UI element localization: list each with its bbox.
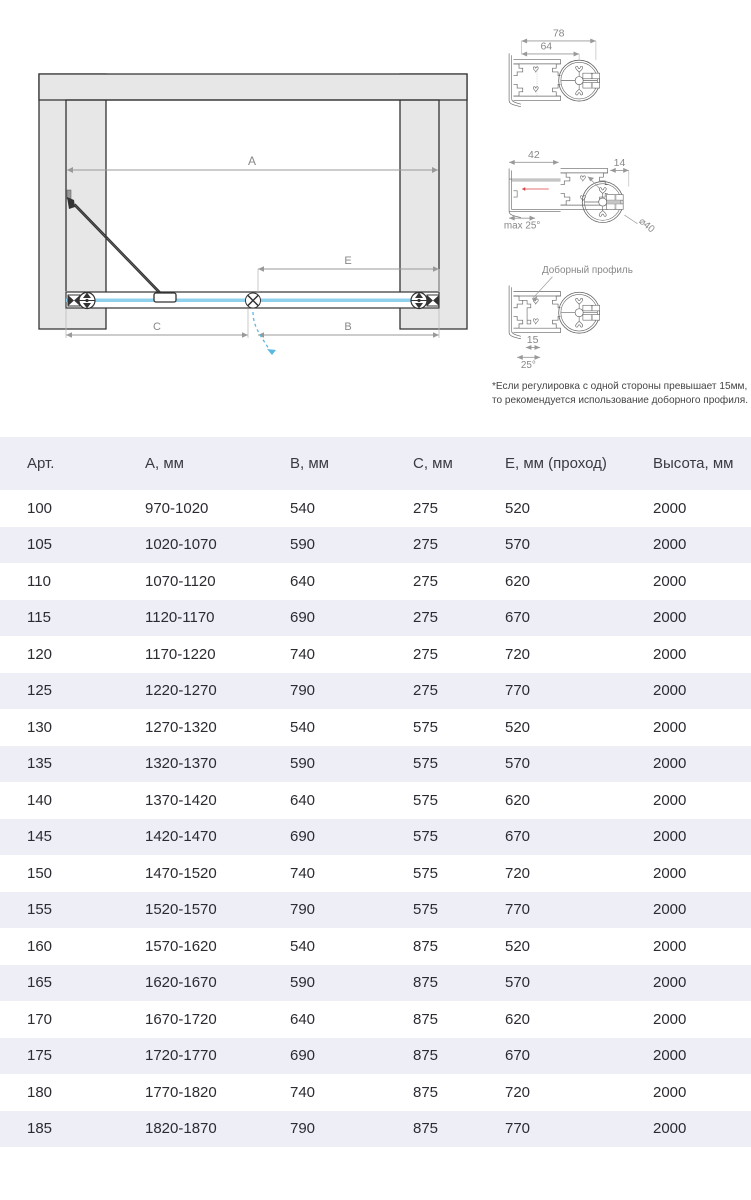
svg-text:25°: 25° (521, 360, 536, 371)
svg-text:42: 42 (528, 149, 540, 161)
svg-text:Доборный профиль: Доборный профиль (542, 265, 633, 276)
svg-text:78: 78 (553, 28, 565, 40)
svg-text:C: C (153, 321, 161, 333)
svg-text:E: E (344, 255, 351, 267)
svg-text:64: 64 (540, 41, 552, 53)
svg-text:⌀40: ⌀40 (636, 216, 656, 236)
svg-text:15: 15 (527, 334, 539, 346)
svg-text:max 25°: max 25° (504, 221, 540, 232)
svg-text:A: A (248, 154, 256, 168)
svg-text:B: B (344, 321, 351, 333)
svg-text:14: 14 (614, 157, 626, 169)
